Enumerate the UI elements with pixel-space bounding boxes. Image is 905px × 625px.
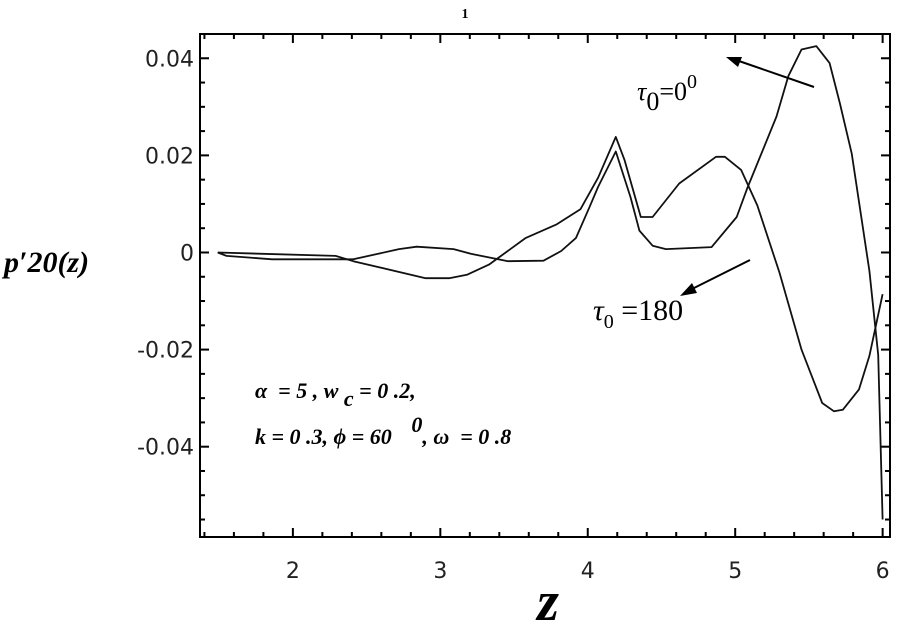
y-tick-label: -0.02 — [137, 339, 194, 364]
y-tick-label: -0.04 — [137, 436, 194, 461]
x-tick-labels: 2 3 4 5 6 — [286, 559, 890, 584]
y-tick-label: 0.02 — [145, 144, 194, 169]
x-tick-label: 6 — [876, 559, 890, 584]
params-line-1: α = 5 , w c = 0 .2, — [255, 378, 416, 411]
x-tick-label: 3 — [433, 559, 447, 584]
y-tick-label: 0 — [180, 241, 194, 266]
y-tick-labels: 0.04 0.02 0 -0.02 -0.04 — [137, 47, 194, 460]
chart-title: 1 — [462, 7, 469, 22]
plot-frame — [199, 33, 891, 538]
arrow-tau180 — [680, 259, 751, 296]
params-line-2: k = 0 .3, ϕ = 60 0, ω = 0 .8 — [255, 412, 511, 449]
series-line-tau0-180 — [217, 136, 884, 413]
y-axis-label: p′20(z) — [1, 246, 89, 279]
series-lines — [217, 45, 884, 520]
x-tick-label: 4 — [581, 559, 595, 584]
x-tick-label: 5 — [728, 559, 742, 584]
tau0-label: τ0=00 — [637, 71, 697, 116]
x-tick-label: 2 — [286, 559, 300, 584]
y-tick-label: 0.04 — [145, 47, 194, 72]
x-axis-label: z — [535, 571, 559, 625]
series-line-tau0-0 — [217, 45, 884, 520]
ticks — [200, 33, 890, 537]
tau180-label: τ0 =180 — [593, 294, 683, 333]
arrow-tau0 — [726, 57, 815, 88]
